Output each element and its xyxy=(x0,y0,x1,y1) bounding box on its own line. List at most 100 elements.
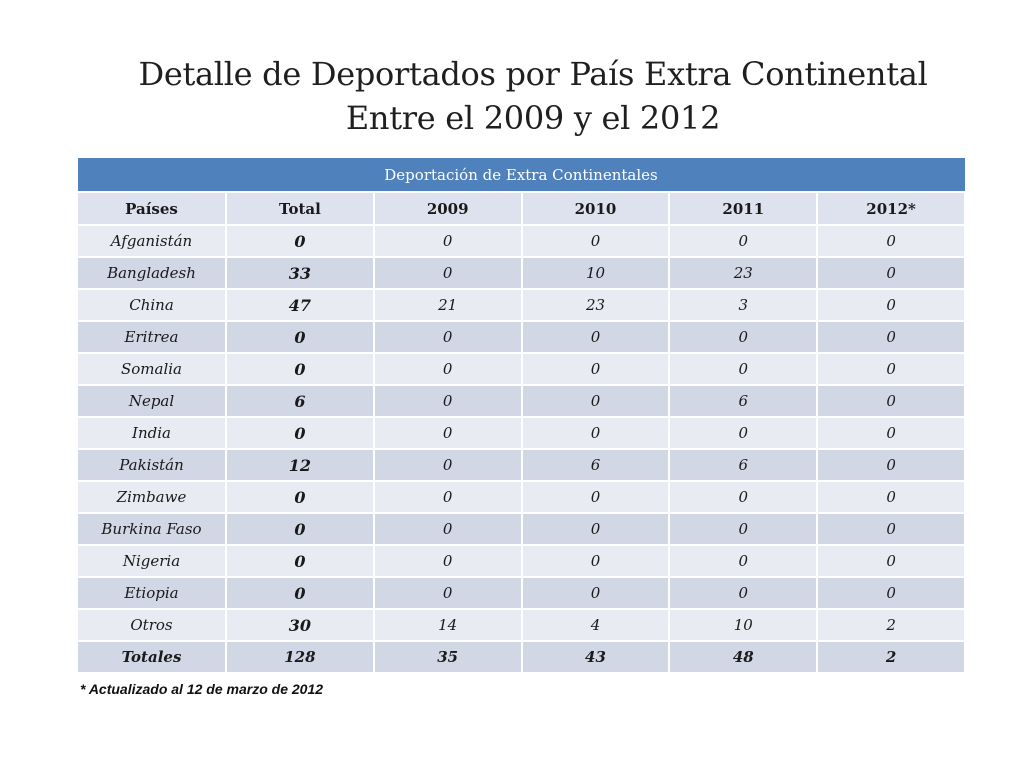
totals-2011: 48 xyxy=(668,640,819,674)
deportations-table: Deportación de Extra Continentales Paíse… xyxy=(76,157,967,674)
title-line-1: Detalle de Deportados por País Extra Con… xyxy=(138,55,928,93)
cell-total: 0 xyxy=(225,224,375,258)
header-2009: 2009 xyxy=(372,191,523,226)
cell-2012: 0 xyxy=(816,480,967,514)
cell-country: Pakistán xyxy=(76,448,227,482)
cell-country: India xyxy=(76,416,227,450)
header-2011: 2011 xyxy=(668,191,819,226)
cell-2010: 0 xyxy=(520,544,671,578)
cell-total: 33 xyxy=(225,256,375,290)
cell-2009: 0 xyxy=(372,320,523,354)
cell-2009: 0 xyxy=(372,416,523,450)
header-total: Total xyxy=(225,191,375,226)
cell-country: Etiopia xyxy=(76,576,227,610)
cell-2011: 23 xyxy=(668,256,819,290)
cell-total: 0 xyxy=(225,480,375,514)
cell-2010: 6 xyxy=(520,448,671,482)
table-row: Bangladesh 33 0 10 23 0 xyxy=(76,256,967,290)
cell-2009: 0 xyxy=(372,544,523,578)
cell-2011: 6 xyxy=(668,384,819,418)
cell-2011: 0 xyxy=(668,480,819,514)
cell-2011: 0 xyxy=(668,352,819,386)
header-paises: Países xyxy=(76,191,227,226)
cell-2010: 0 xyxy=(520,512,671,546)
table-row: Otros 30 14 4 10 2 xyxy=(76,608,967,642)
cell-2010: 4 xyxy=(520,608,671,642)
table-row: Burkina Faso 0 0 0 0 0 xyxy=(76,512,967,546)
cell-country: Somalia xyxy=(76,352,227,386)
totals-label: Totales xyxy=(76,640,227,674)
cell-2012: 0 xyxy=(816,384,967,418)
cell-2012: 0 xyxy=(816,448,967,482)
header-2012: 2012* xyxy=(816,191,967,226)
cell-country: Afganistán xyxy=(76,224,227,258)
cell-2012: 2 xyxy=(816,608,967,642)
cell-2012: 0 xyxy=(816,320,967,354)
cell-country: China xyxy=(76,288,227,322)
footnote: * Actualizado al 12 de marzo de 2012 xyxy=(80,681,324,697)
cell-total: 47 xyxy=(225,288,375,322)
cell-total: 0 xyxy=(225,544,375,578)
cell-2010: 0 xyxy=(520,320,671,354)
cell-total: 0 xyxy=(225,320,375,354)
cell-2012: 0 xyxy=(816,224,967,258)
cell-2009: 0 xyxy=(372,256,523,290)
cell-2009: 21 xyxy=(372,288,523,322)
cell-2011: 0 xyxy=(668,512,819,546)
cell-total: 0 xyxy=(225,416,375,450)
cell-2012: 0 xyxy=(816,576,967,610)
totals-total: 128 xyxy=(225,640,375,674)
cell-2010: 10 xyxy=(520,256,671,290)
cell-total: 30 xyxy=(225,608,375,642)
cell-2010: 0 xyxy=(520,384,671,418)
table-row: Nigeria 0 0 0 0 0 xyxy=(76,544,967,578)
cell-country: Eritrea xyxy=(76,320,227,354)
cell-total: 0 xyxy=(225,576,375,610)
header-2010: 2010 xyxy=(520,191,671,226)
cell-2011: 10 xyxy=(668,608,819,642)
table-row: Nepal 6 0 0 6 0 xyxy=(76,384,967,418)
totals-2009: 35 xyxy=(372,640,523,674)
cell-2009: 0 xyxy=(372,384,523,418)
cell-country: Nigeria xyxy=(76,544,227,578)
cell-country: Bangladesh xyxy=(76,256,227,290)
cell-2009: 0 xyxy=(372,480,523,514)
cell-2012: 0 xyxy=(816,512,967,546)
cell-2011: 0 xyxy=(668,544,819,578)
cell-2009: 0 xyxy=(372,224,523,258)
title-line-2: Entre el 2009 y el 2012 xyxy=(345,99,721,137)
cell-total: 6 xyxy=(225,384,375,418)
totals-2012: 2 xyxy=(816,640,967,674)
cell-2012: 0 xyxy=(816,416,967,450)
table-caption: Deportación de Extra Continentales xyxy=(76,157,966,193)
cell-2009: 0 xyxy=(372,576,523,610)
cell-country: Otros xyxy=(76,608,227,642)
table-row: Somalia 0 0 0 0 0 xyxy=(76,352,967,386)
table-row: India 0 0 0 0 0 xyxy=(76,416,967,450)
cell-2012: 0 xyxy=(816,544,967,578)
cell-2011: 0 xyxy=(668,224,819,258)
cell-country: Burkina Faso xyxy=(76,512,227,546)
cell-2011: 3 xyxy=(668,288,819,322)
cell-2011: 6 xyxy=(668,448,819,482)
cell-2010: 0 xyxy=(520,224,671,258)
cell-2010: 0 xyxy=(520,416,671,450)
cell-2010: 0 xyxy=(520,480,671,514)
totals-2010: 43 xyxy=(520,640,671,674)
cell-2010: 23 xyxy=(520,288,671,322)
cell-country: Nepal xyxy=(76,384,227,418)
totals-row: Totales 128 35 43 48 2 xyxy=(76,640,967,674)
table-row: China 47 21 23 3 0 xyxy=(76,288,967,322)
cell-country: Zimbawe xyxy=(76,480,227,514)
cell-2010: 0 xyxy=(520,352,671,386)
cell-2009: 14 xyxy=(372,608,523,642)
table-row: Afganistán 0 0 0 0 0 xyxy=(76,224,967,258)
cell-2011: 0 xyxy=(668,576,819,610)
table-header-row: Países Total 2009 2010 2011 2012* xyxy=(76,191,967,226)
cell-2009: 0 xyxy=(372,448,523,482)
table-row: Etiopia 0 0 0 0 0 xyxy=(76,576,967,610)
cell-2011: 0 xyxy=(668,416,819,450)
cell-2011: 0 xyxy=(668,320,819,354)
cell-total: 12 xyxy=(225,448,375,482)
cell-2010: 0 xyxy=(520,576,671,610)
